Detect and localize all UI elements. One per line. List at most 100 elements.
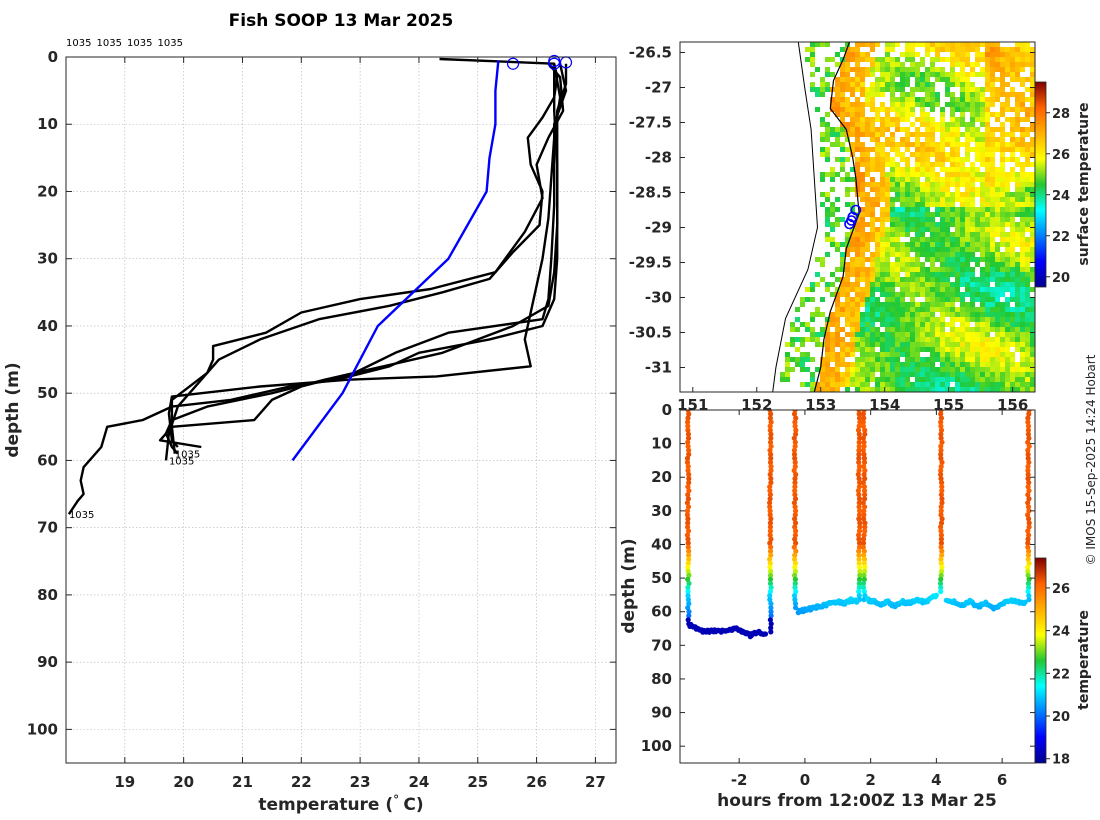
- map-sst-cell: [940, 107, 945, 112]
- map-sst-cell: [960, 362, 965, 367]
- map-sst-cell: [865, 122, 870, 127]
- depth-time-point: [856, 467, 862, 474]
- map-sst-cell: [990, 382, 995, 387]
- map-sst-cell: [1025, 277, 1030, 282]
- map-sst-cell: [865, 287, 870, 292]
- map-sst-cell: [1005, 247, 1010, 252]
- map-sst-cell: [855, 372, 860, 377]
- map-sst-cell: [985, 277, 990, 282]
- map-sst-cell: [975, 97, 980, 102]
- depth-time-point: [1025, 431, 1031, 437]
- map-sst-cell: [915, 217, 920, 222]
- map-sst-cell: [975, 387, 980, 392]
- map-sst-cell: [860, 207, 865, 212]
- map-sst-cell: [830, 177, 835, 182]
- map-sst-cell: [990, 262, 995, 267]
- map-sst-cell: [900, 232, 905, 237]
- map-sst-cell: [1015, 377, 1020, 382]
- profile-y-tick-label: 80: [37, 586, 58, 604]
- depth-time-point: [938, 568, 945, 575]
- map-sst-cell: [875, 142, 880, 147]
- map-sst-cell: [825, 362, 830, 367]
- map-sst-cell: [910, 202, 915, 207]
- map-sst-cell: [1020, 237, 1025, 242]
- map-sst-cell: [815, 67, 820, 72]
- map-sst-cell: [825, 207, 830, 212]
- map-sst-cell: [880, 157, 885, 162]
- map-sst-cell: [930, 237, 935, 242]
- map-sst-cell: [880, 272, 885, 277]
- map-sst-cell: [990, 327, 995, 332]
- map-sst-cell: [920, 262, 925, 267]
- map-sst-cell: [835, 322, 840, 327]
- map-sst-cell: [870, 197, 875, 202]
- map-sst-cell: [940, 262, 945, 267]
- map-sst-cell: [870, 262, 875, 267]
- map-sst-cell: [935, 202, 940, 207]
- map-lat-label: -29: [645, 219, 672, 237]
- map-sst-cell: [1010, 157, 1015, 162]
- map-sst-cell: [870, 357, 875, 362]
- map-sst-cell: [860, 177, 865, 182]
- map-sst-cell: [945, 82, 950, 87]
- depth-time-point: [767, 593, 773, 599]
- map-sst-cell: [900, 382, 905, 387]
- map-sst-cell: [870, 282, 875, 287]
- map-sst-cell: [980, 332, 985, 337]
- map-sst-cell: [860, 227, 865, 232]
- map-sst-cell: [945, 42, 950, 47]
- map-sst-cell: [935, 372, 940, 377]
- map-sst-cell: [995, 182, 1000, 187]
- map-sst-cell: [915, 277, 920, 282]
- depth-time-point: [1025, 580, 1031, 587]
- profile-x-tick-label: 22: [291, 773, 312, 791]
- depth-time-point: [768, 467, 774, 474]
- map-sst-cell: [855, 377, 860, 382]
- map-sst-cell: [885, 127, 890, 132]
- map-sst-cell: [840, 377, 845, 382]
- map-sst-cell: [925, 222, 930, 227]
- map-sst-cell: [970, 337, 975, 342]
- map-sst-cell: [995, 292, 1000, 297]
- map-sst-cell: [940, 147, 945, 152]
- map-sst-cell: [840, 162, 845, 167]
- map-sst-cell: [1010, 372, 1015, 377]
- map-sst-cell: [955, 132, 960, 137]
- map-sst-cell: [815, 387, 820, 392]
- map-sst-cell: [875, 377, 880, 382]
- map-sst-cell: [950, 297, 955, 302]
- map-sst-cell: [945, 282, 950, 287]
- map-sst-cell: [1025, 257, 1030, 262]
- map-sst-cell: [875, 187, 880, 192]
- map-sst-cell: [965, 167, 970, 172]
- depth-time-point: [861, 488, 868, 494]
- depth-time-point: [856, 431, 862, 437]
- map-sst-cell: [845, 282, 850, 287]
- map-sst-cell: [870, 377, 875, 382]
- map-sst-cell: [995, 172, 1000, 177]
- map-sst-cell: [950, 242, 955, 247]
- map-sst-cell: [885, 202, 890, 207]
- map-sst-cell: [840, 262, 845, 267]
- map-sst-cell: [875, 282, 880, 287]
- profile-x-tick-label: 24: [409, 773, 430, 791]
- map-sst-cell: [915, 137, 920, 142]
- map-sst-cell: [915, 62, 920, 67]
- map-sst-cell: [1010, 342, 1015, 347]
- map-sst-cell: [920, 142, 925, 147]
- map-lat-label: -29.5: [629, 254, 672, 272]
- map-sst-cell: [965, 342, 970, 347]
- map-sst-cell: [985, 307, 990, 312]
- temperature-colorbar-tick-label: 20: [1052, 710, 1070, 725]
- map-sst-cell: [1000, 252, 1005, 257]
- map-sst-cell: [1030, 107, 1035, 112]
- map-sst-cell: [850, 232, 855, 237]
- profile-y-tick-label: 90: [37, 653, 58, 671]
- map-sst-cell: [865, 362, 870, 367]
- map-sst-cell: [980, 217, 985, 222]
- map-sst-cell: [890, 347, 895, 352]
- profile-y-tick-label: 20: [37, 182, 58, 200]
- map-sst-cell: [830, 272, 835, 277]
- map-sst-cell: [885, 372, 890, 377]
- map-sst-cell: [820, 277, 825, 282]
